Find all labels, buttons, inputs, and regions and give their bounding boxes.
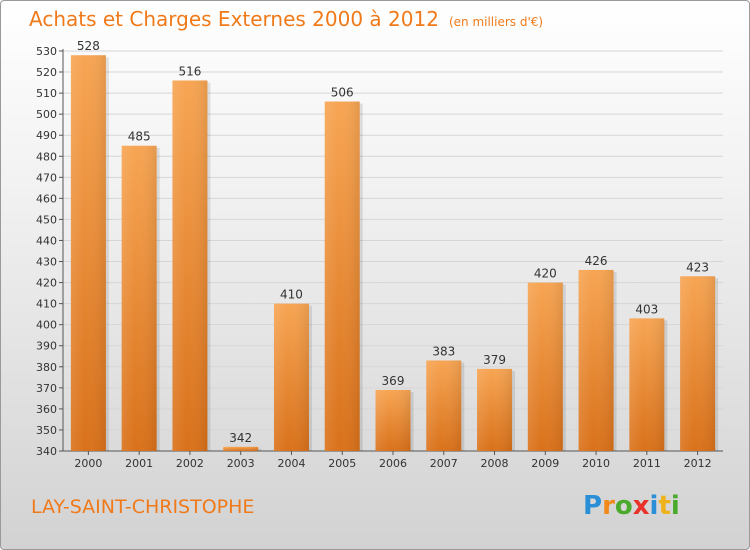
y-tick-label: 460 [36,192,57,205]
x-tick-label: 2007 [430,457,458,470]
x-tick-label: 2004 [277,457,305,470]
logo-letter: o [614,491,633,521]
chart-title: Achats et Charges Externes 2000 à 2012 (e… [29,7,544,31]
x-tick-label: 2002 [176,457,204,470]
x-tick-label: 2012 [684,457,712,470]
data-label: 379 [483,353,506,367]
bar-shine [527,282,563,451]
bar-shine [477,368,513,451]
x-tick-label: 2010 [582,457,610,470]
bar-shine [121,145,157,451]
x-tick-label: 2009 [531,457,559,470]
x-tick-label: 2003 [227,457,255,470]
data-label: 423 [686,260,709,274]
y-tick-label: 510 [36,87,57,100]
logo-letter: i [649,491,659,521]
data-label: 506 [331,86,354,100]
data-label: 410 [280,288,303,302]
y-tick-label: 470 [36,171,57,184]
data-label: 516 [178,64,201,78]
y-tick-label: 400 [36,319,57,332]
y-tick-label: 440 [36,234,57,247]
y-tick-label: 420 [36,277,57,290]
bar-shine [426,360,462,451]
y-tick-label: 480 [36,150,57,163]
bar-shine [70,55,106,452]
bars [70,55,719,452]
logo-letter: P [583,491,603,521]
bar-shine [324,101,360,452]
logo-letter: i [670,491,680,521]
data-label: 369 [382,374,405,388]
y-tick-label: 520 [36,66,57,79]
proxiti-logo[interactable]: Proxiti [583,491,680,521]
logo-letter: x [632,491,650,521]
bar-shine [273,303,309,451]
data-label: 403 [635,302,658,316]
y-tick-label: 410 [36,298,57,311]
y-tick-label: 340 [36,445,57,458]
data-label: 420 [534,267,557,281]
x-tick-label: 2001 [125,457,153,470]
x-tick-label: 2006 [379,457,407,470]
data-label: 528 [77,39,100,53]
x-tick-label: 2000 [74,457,102,470]
y-tick-label: 430 [36,256,57,269]
bar-shine [223,446,259,451]
y-tick-label: 530 [36,45,57,58]
data-label: 383 [432,344,455,358]
bar-shine [375,389,411,451]
y-tick-label: 500 [36,108,57,121]
chart-subtitle: (en milliers d'€) [448,15,544,29]
y-tick-label: 390 [36,340,57,353]
x-tick-label: 2011 [633,457,661,470]
y-tick-label: 450 [36,213,57,226]
x-tick-label: 2005 [328,457,356,470]
logo-letter: r [602,491,615,521]
y-tick-label: 380 [36,361,57,374]
y-tick-label: 370 [36,382,57,395]
y-tick-label: 350 [36,424,57,437]
data-label: 426 [585,254,608,268]
y-tick-label: 490 [36,129,57,142]
axes: 340 350 360 370 380 390 400 410 420 430 440 450 460 4… [36,45,723,470]
data-label: 485 [128,130,151,144]
bar-shine [172,80,208,451]
bar-shine [680,276,716,451]
data-label: 342 [229,431,252,445]
y-tick-label: 360 [36,403,57,416]
commune-name: LAY-SAINT-CHRISTOPHE [31,496,255,518]
bar-shine [578,269,614,451]
data-labels: 528 485 516 342 410 506 369 383 379 420 426 403 423 [77,39,709,445]
bar-shine [629,318,665,451]
logo-letter: t [658,491,671,521]
x-tick-label: 2008 [481,457,509,470]
